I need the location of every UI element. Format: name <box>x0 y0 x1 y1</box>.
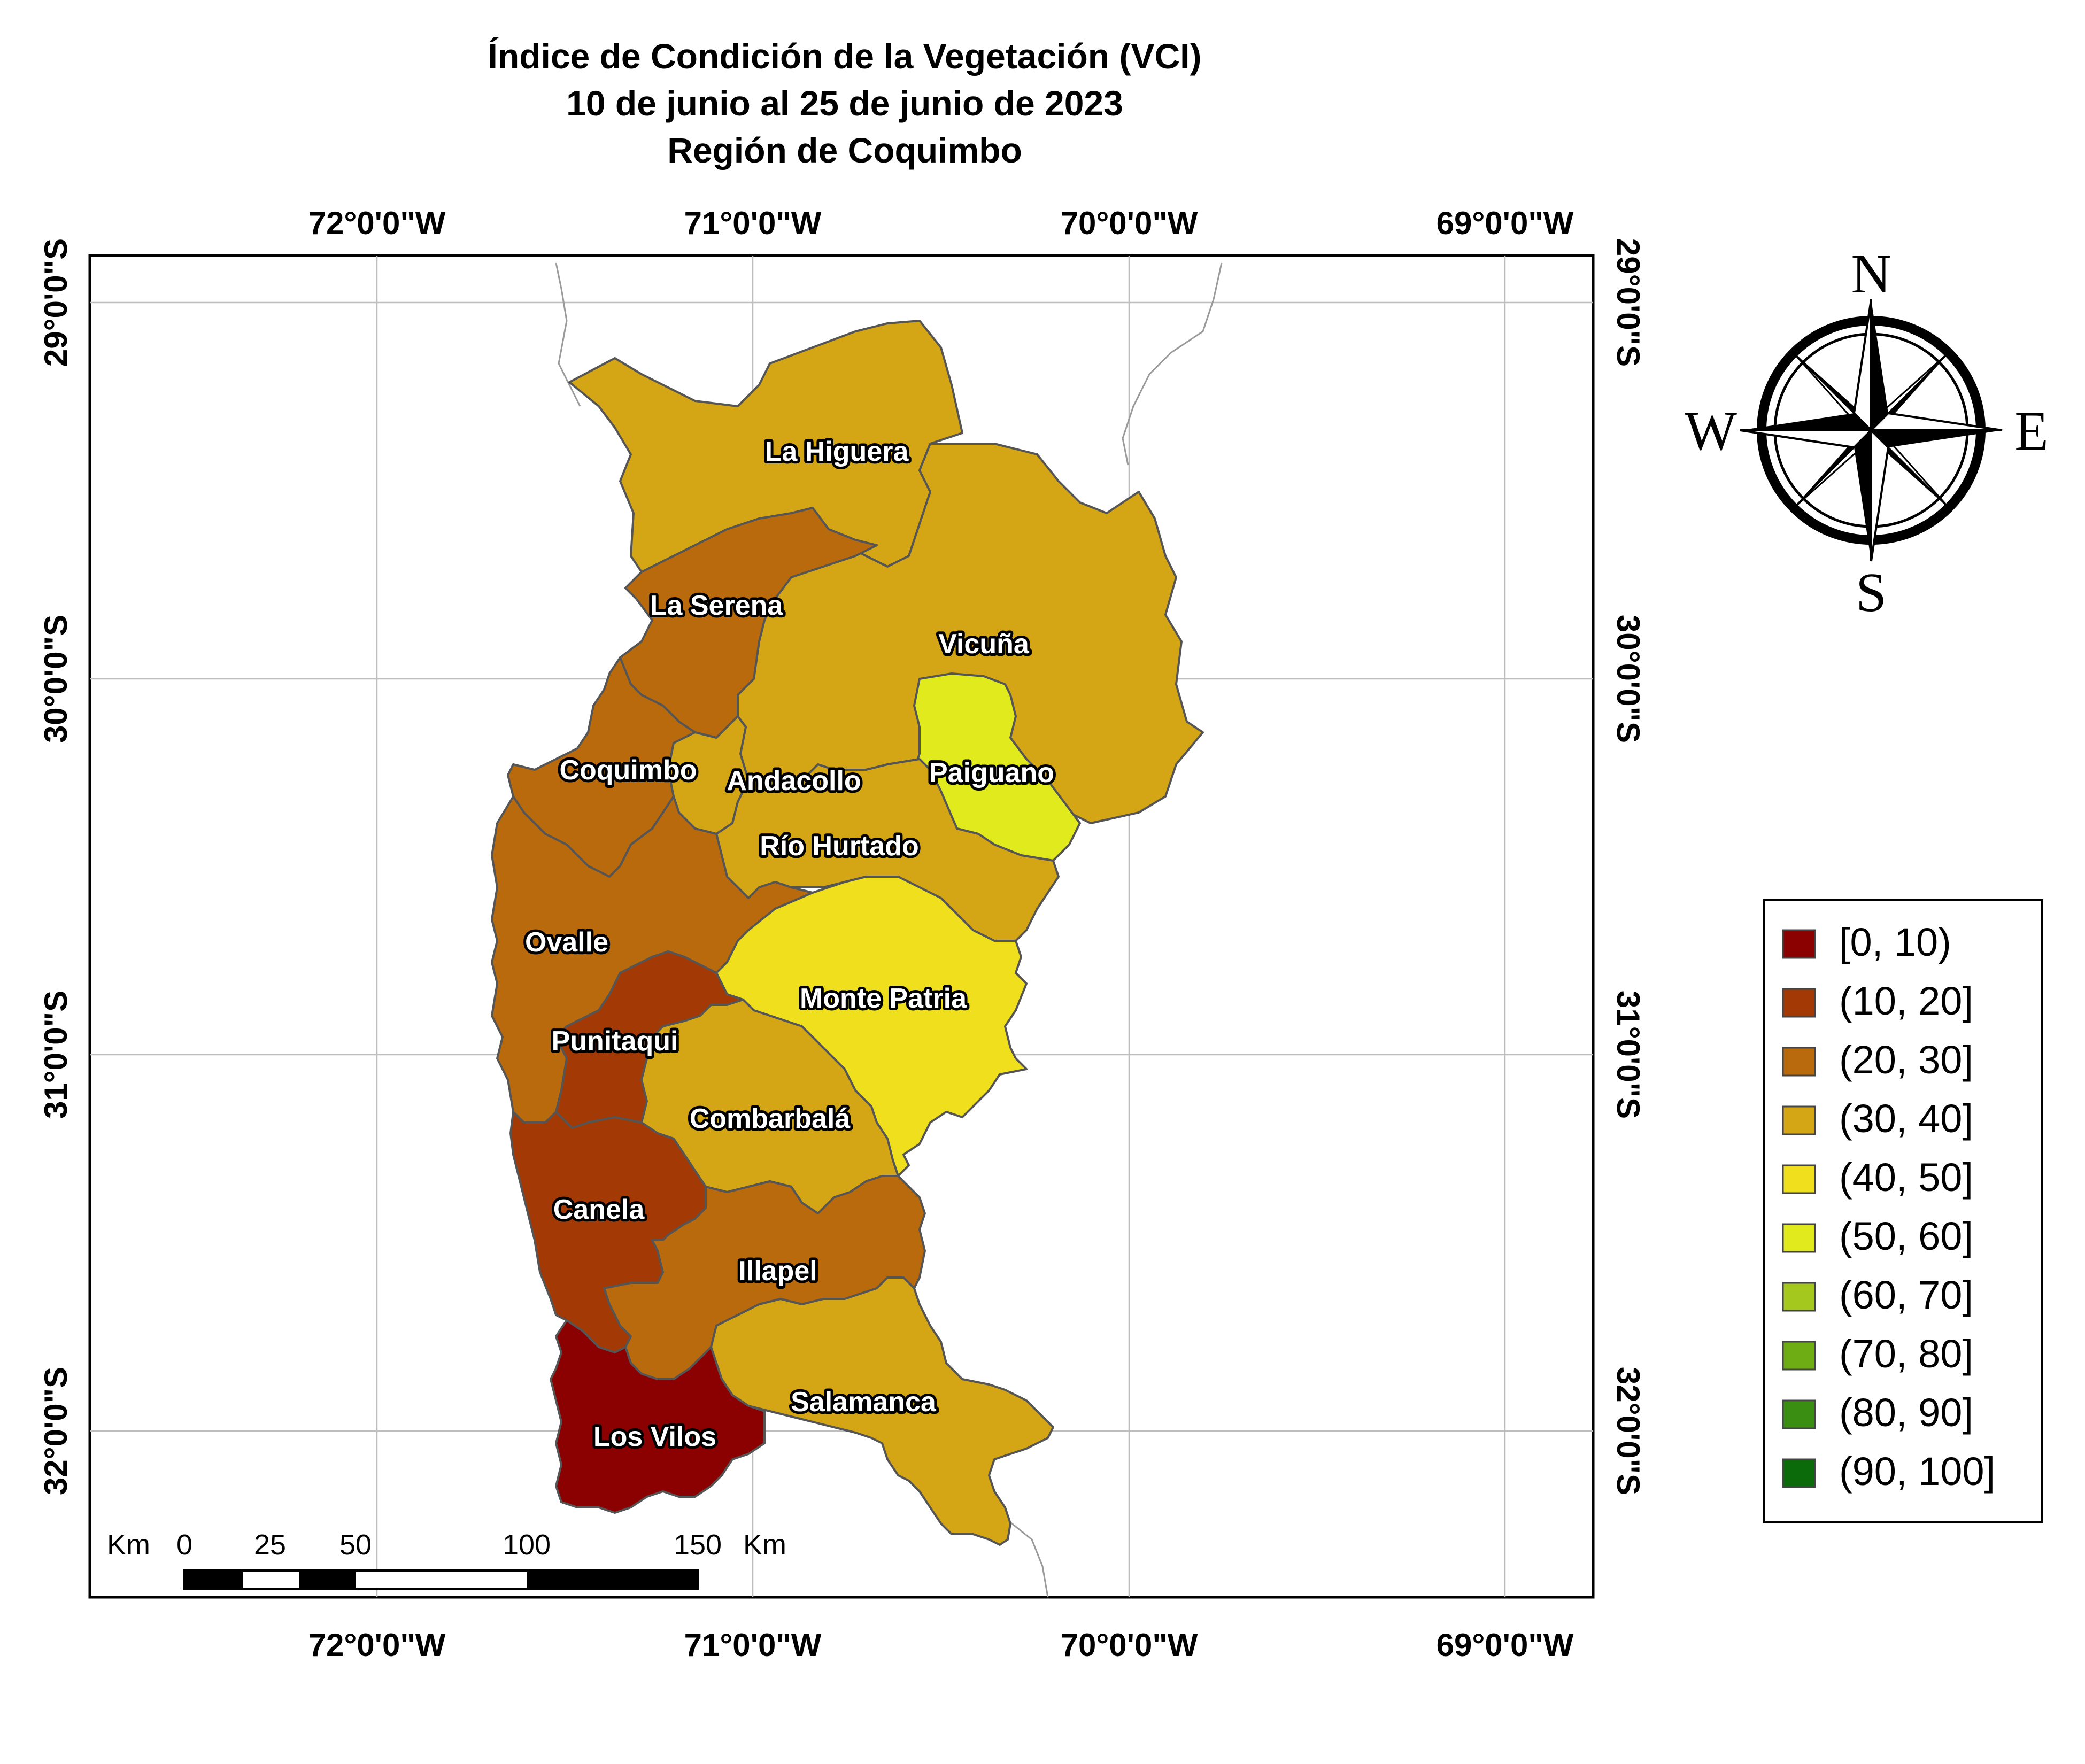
scale-segment-1 <box>184 1570 243 1589</box>
legend-label: (30, 40] <box>1839 1096 1973 1141</box>
commune-labels: La Higuera La Serena Vicuña Paiguano Coq… <box>522 434 1057 1455</box>
scale-segment-2 <box>299 1570 356 1589</box>
compass-label-n: N <box>1851 243 1891 305</box>
legend-swatch <box>1782 1105 1816 1135</box>
lon-label-bottom-72w: 72°0'0"W <box>308 1627 446 1663</box>
label-monte-patria: Monte Patria <box>800 983 967 1014</box>
scale-tick-150: 150 <box>674 1529 722 1561</box>
lon-label-bottom-71w: 71°0'0"W <box>684 1627 822 1663</box>
label-canela: Canela <box>553 1194 645 1225</box>
label-la-serena: La Serena <box>650 590 784 621</box>
label-ovalle: Ovalle <box>525 927 608 958</box>
scale-segment-3 <box>527 1570 698 1589</box>
legend-label: (60, 70] <box>1839 1273 1973 1317</box>
legend-label: (90, 100] <box>1839 1449 1995 1494</box>
compass-label-e: E <box>2014 400 2049 462</box>
legend-label: (70, 80] <box>1839 1332 1973 1376</box>
legend: [0, 10) (10, 20] (20, 30] (30, 40] (40, 50] (… <box>1763 899 2043 1523</box>
map-subtitle-region: Región de Coquimbo <box>667 130 1022 170</box>
commune-los-vilos[interactable] <box>550 1319 766 1514</box>
legend-swatch <box>1782 1399 1816 1429</box>
northeast-border-trace <box>1122 262 1223 466</box>
scale-tick-100: 100 <box>503 1529 551 1561</box>
legend-label: (20, 30] <box>1839 1038 1973 1082</box>
label-salamanca: Salamanca <box>791 1387 937 1418</box>
graticule-labels: 72°0'0"W 71°0'0"W 70°0'0"W 69°0'0"W 72°0… <box>38 205 1646 1663</box>
lon-label-top-72w: 72°0'0"W <box>308 205 446 241</box>
label-combarbala: Combarbalá <box>690 1103 851 1134</box>
legend-label: (80, 90] <box>1839 1390 1973 1435</box>
map-subtitle-dates: 10 de junio al 25 de junio de 2023 <box>566 83 1123 123</box>
compass-label-w: W <box>1685 400 1737 462</box>
legend-label: (10, 20] <box>1839 979 1973 1023</box>
label-rio-hurtado: Río Hurtado <box>760 831 919 862</box>
legend-swatch <box>1782 1164 1816 1194</box>
lat-label-left-29s: 29°0'0"S <box>38 238 74 367</box>
north-border-trace <box>555 262 581 407</box>
lon-label-top-69w: 69°0'0"W <box>1437 205 1574 241</box>
legend-label: (40, 50] <box>1839 1155 1973 1200</box>
scale-unit-left: Km <box>107 1529 150 1561</box>
legend-swatch <box>1782 988 1816 1018</box>
label-la-higuera: La Higuera <box>765 436 909 467</box>
compass-cardinal-points <box>1740 299 2003 562</box>
label-vicuna: Vicuña <box>938 629 1030 660</box>
legend-swatch <box>1782 1458 1816 1488</box>
lat-label-left-32s: 32°0'0"S <box>38 1367 74 1495</box>
lat-label-right-29s: 29°0'0"S <box>1610 238 1646 367</box>
legend-items: [0, 10) (10, 20] (20, 30] (30, 40] (40, 50] (… <box>1782 920 1995 1494</box>
legend-label: [0, 10) <box>1839 920 1951 964</box>
scale-tick-50: 50 <box>339 1529 372 1561</box>
neighbour-borders <box>555 262 1223 1598</box>
lat-label-right-30s: 30°0'0"S <box>1610 615 1646 743</box>
scale-tick-25: 25 <box>254 1529 286 1561</box>
legend-swatch <box>1782 929 1816 959</box>
south-border-trace <box>1005 1517 1049 1598</box>
lat-label-right-31s: 31°0'0"S <box>1610 991 1646 1119</box>
legend-label: (50, 60] <box>1839 1214 1973 1258</box>
legend-swatch <box>1782 1223 1816 1253</box>
north-arrow: N S E W <box>1685 243 2049 623</box>
label-andacollo: Andacollo <box>727 765 861 796</box>
legend-swatch <box>1782 1047 1816 1077</box>
label-los-vilos: Los Vilos <box>593 1421 716 1452</box>
scale-bar: Km 0 25 50 100 150 Km <box>107 1529 786 1590</box>
label-paiguano: Paiguano <box>929 757 1054 788</box>
scale-unit-right: Km <box>743 1529 786 1561</box>
label-coquimbo: Coquimbo <box>559 755 697 786</box>
compass-diagonal-points <box>1790 349 1952 512</box>
lat-label-right-32s: 32°0'0"S <box>1610 1367 1646 1495</box>
lat-label-left-30s: 30°0'0"S <box>38 615 74 743</box>
legend-swatch <box>1782 1282 1816 1312</box>
label-illapel: Illapel <box>738 1256 817 1287</box>
map-title: Índice de Condición de la Vegetación (VC… <box>488 36 1202 76</box>
scale-tick-0: 0 <box>176 1529 192 1561</box>
lat-label-left-31s: 31°0'0"S <box>38 991 74 1119</box>
commune-salamanca[interactable] <box>710 1276 1054 1546</box>
compass-label-s: S <box>1856 562 1887 623</box>
label-punitaqui: Punitaqui <box>552 1026 678 1057</box>
lon-label-bottom-69w: 69°0'0"W <box>1437 1627 1574 1663</box>
legend-swatch <box>1782 1341 1816 1371</box>
lon-label-bottom-70w: 70°0'0"W <box>1061 1627 1198 1663</box>
communes-layer <box>491 320 1204 1546</box>
lon-label-top-71w: 71°0'0"W <box>684 205 822 241</box>
lon-label-top-70w: 70°0'0"W <box>1061 205 1198 241</box>
